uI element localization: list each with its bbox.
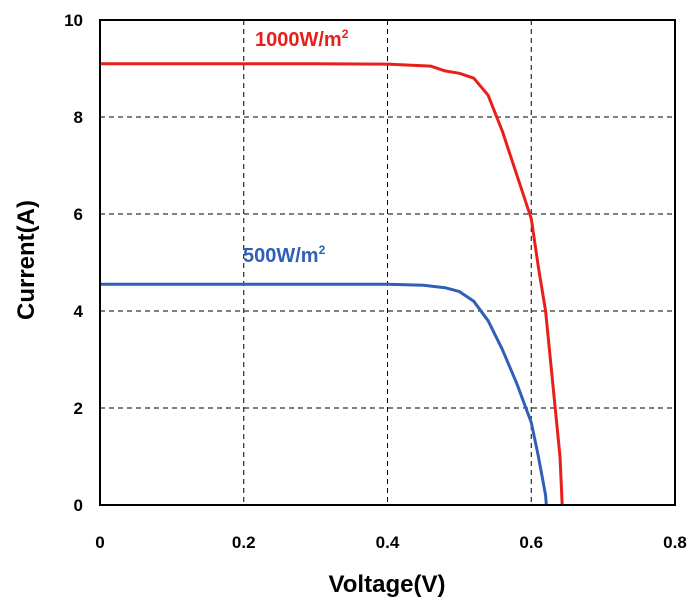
y-tick-label: 6 bbox=[74, 205, 83, 224]
y-tick-label: 4 bbox=[74, 302, 84, 321]
series-label-1000: 1000W/m2 bbox=[255, 27, 349, 51]
x-tick-label: 0.4 bbox=[376, 533, 400, 552]
x-tick-label: 0 bbox=[95, 533, 104, 552]
x-axis-label: Voltage(V) bbox=[329, 571, 446, 598]
x-tick-label: 0.6 bbox=[519, 533, 543, 552]
y-tick-label: 2 bbox=[74, 399, 83, 418]
y-axis-label: Current(A) bbox=[13, 200, 40, 320]
series-line-500 bbox=[100, 282, 548, 506]
series-layer bbox=[100, 62, 564, 506]
series-label-500-text: 500W/m bbox=[243, 245, 319, 267]
grid-layer bbox=[100, 20, 675, 505]
x-tick-label: 0.8 bbox=[663, 533, 687, 552]
y-tick-label: 10 bbox=[64, 11, 83, 30]
x-tick-label: 0.2 bbox=[232, 533, 256, 552]
y-tick-labels: 0 2 4 6 8 10 bbox=[64, 11, 83, 515]
series-label-500: 500W/m2 bbox=[243, 243, 326, 267]
y-tick-label: 8 bbox=[74, 108, 83, 127]
series-line-1000 bbox=[100, 62, 564, 506]
plot-frame bbox=[99, 19, 676, 506]
y-tick-label: 0 bbox=[74, 496, 83, 515]
series-label-1000-superscript: 2 bbox=[342, 27, 349, 41]
series-label-500-superscript: 2 bbox=[319, 243, 326, 257]
series-label-1000-text: 1000W/m bbox=[255, 29, 342, 51]
x-tick-labels: 0 0.2 0.4 0.6 0.8 bbox=[95, 533, 687, 552]
